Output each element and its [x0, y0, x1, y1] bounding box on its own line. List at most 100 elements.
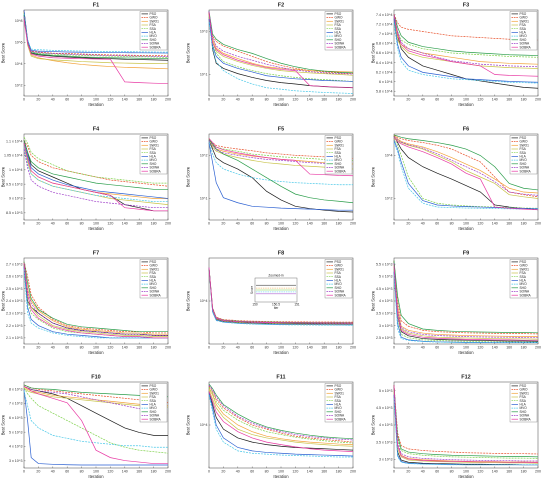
series-line-sowa	[208, 140, 354, 165]
x-tick-label: 20	[221, 346, 225, 350]
legend-entry: GWO	[150, 140, 158, 144]
x-tick-label: 80	[80, 222, 84, 226]
legend-entry: SOBRA	[335, 45, 347, 49]
series-line-hla	[208, 18, 354, 82]
legend-entry: SSA	[520, 151, 527, 155]
y-tick-label: 6 x 10^3	[9, 416, 22, 420]
legend-entry: SOWA	[520, 166, 530, 170]
series-line-mvo	[208, 141, 353, 186]
series-line-sowa	[23, 149, 168, 209]
x-tick-label: 200	[535, 346, 541, 350]
inset-x-tick: 150	[252, 303, 258, 307]
legend-entry: FSA	[520, 23, 527, 27]
chart-title: F9	[463, 251, 469, 257]
legend-entry: FSA	[335, 395, 342, 399]
legend-entry: FSA	[150, 271, 157, 275]
y-tick-label: 8.5 x 10^3	[6, 211, 22, 215]
legend-entry: SOWA	[150, 166, 160, 170]
y-tick-label: 1.1 x 10^4	[6, 139, 22, 143]
legend-entry: PSO	[150, 384, 157, 388]
inset-x-label: Iter	[274, 306, 280, 310]
series-line-hla	[393, 18, 539, 83]
x-tick-label: 80	[450, 346, 454, 350]
x-tick-label: 0	[393, 470, 395, 474]
series-line-sobra	[393, 14, 539, 77]
legend-entry: FSA	[520, 271, 527, 275]
series-line-ssa	[393, 268, 538, 343]
legend-entry: PSO	[520, 384, 527, 388]
x-tick-label: 200	[535, 222, 541, 226]
x-tick-label: 0	[208, 346, 210, 350]
legend-entry: SHO	[520, 410, 527, 414]
legend-entry: GWO	[335, 16, 343, 20]
legend-entry: SSA	[520, 399, 527, 403]
legend-entry: MVO	[150, 34, 158, 38]
legend-entry: GWO	[520, 264, 528, 268]
x-tick-label: 20	[36, 346, 40, 350]
series-line-mvo	[23, 13, 169, 53]
chart-title: F6	[463, 127, 469, 133]
x-tick-label: 40	[236, 222, 240, 226]
y-axis-label: Best Score	[371, 414, 376, 435]
y-tick-label: 4 x 10^3	[379, 299, 392, 303]
inset-y-label: Score	[250, 286, 254, 295]
chart-title: F1	[93, 3, 99, 9]
x-tick-label: 140	[122, 470, 128, 474]
series-line-gwo	[393, 260, 539, 335]
x-tick-label: 100	[278, 222, 284, 226]
legend-entry: HLA	[150, 155, 157, 159]
legend-entry: SHO	[150, 410, 157, 414]
x-tick-label: 80	[80, 470, 84, 474]
legend-entry: FSA	[150, 147, 157, 151]
y-tick-label: 10^4	[200, 299, 208, 303]
series-line-hla	[23, 10, 169, 54]
x-tick-label: 0	[208, 470, 210, 474]
series-line-sho	[208, 10, 354, 74]
y-tick-label: 9 x 10^3	[9, 197, 22, 201]
legend-entry: SSA	[335, 275, 342, 279]
x-tick-label: 160	[321, 98, 327, 102]
series-line-sho	[208, 139, 354, 204]
y-tick-label: 10^6	[15, 40, 23, 44]
x-tick-label: 180	[151, 470, 157, 474]
series-line-sowa	[393, 388, 538, 462]
series-line-sho	[393, 260, 539, 334]
x-tick-label: 0	[23, 346, 25, 350]
x-tick-label: 40	[236, 470, 240, 474]
series-line-pso	[393, 135, 539, 211]
legend-entry: SHO	[150, 162, 157, 166]
x-tick-label: 100	[463, 222, 469, 226]
legend-entry: SOBRA	[520, 169, 532, 173]
x-tick-label: 100	[278, 98, 284, 102]
x-tick-label: 140	[492, 470, 498, 474]
legend-entry: PSO	[335, 384, 342, 388]
series-line-sho	[208, 383, 354, 440]
x-tick-label: 40	[236, 346, 240, 350]
series-line-sobra	[208, 12, 354, 88]
series-line-mvo	[208, 21, 354, 94]
y-tick-label: 2.7 x 10^3	[6, 262, 22, 266]
legend-entry: HLA	[520, 155, 527, 159]
inset-x-tick: 151	[294, 303, 300, 307]
legend-entry: MVO	[520, 158, 528, 162]
y-tick-label: 10^1	[200, 73, 208, 77]
x-tick-label: 140	[492, 222, 498, 226]
chart-title: F3	[463, 3, 469, 9]
x-tick-label: 40	[51, 222, 55, 226]
legend-entry: SOBRA	[520, 45, 532, 49]
x-tick-label: 180	[151, 346, 157, 350]
series-line-sobra	[23, 19, 169, 84]
series-line-mvo	[23, 146, 168, 202]
series-line-sobra	[23, 262, 168, 339]
y-tick-label: 10^8	[15, 19, 23, 23]
series-line-mvo	[393, 142, 538, 210]
legend-entry: SHO	[150, 286, 157, 290]
y-tick-label: 7.4 x 10^4	[376, 13, 392, 17]
legend-entry: SHO	[335, 410, 342, 414]
y-tick-label: 3.5 x 10^3	[376, 311, 392, 315]
series-line-sowa	[208, 11, 354, 75]
x-tick-label: 20	[36, 470, 40, 474]
legend-entry: HLA	[520, 31, 527, 35]
legend-entry: SHO	[335, 38, 342, 42]
legend-entry: SSA	[150, 399, 157, 403]
